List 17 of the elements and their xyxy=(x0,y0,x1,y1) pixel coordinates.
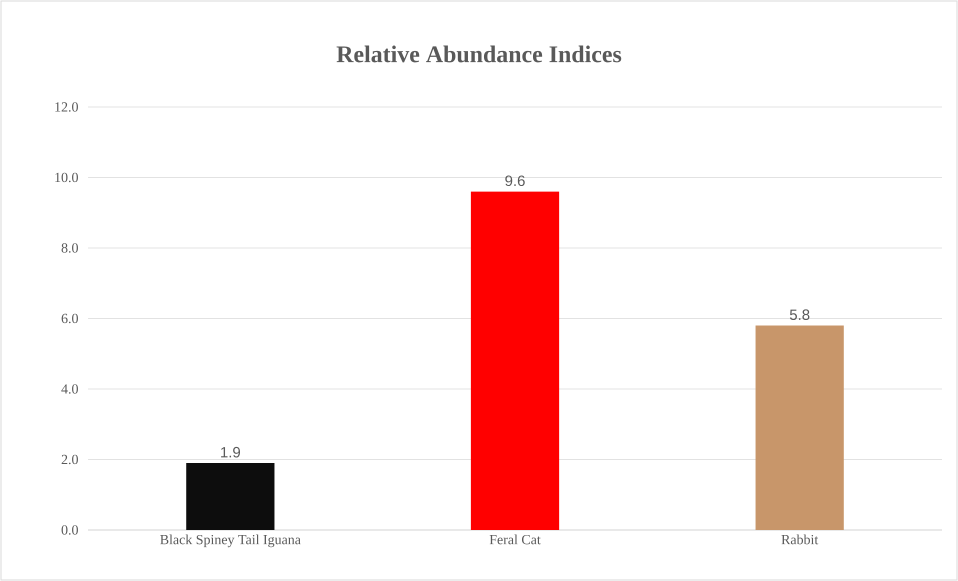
chart-title: Relative Abundance Indices xyxy=(336,46,622,62)
data-label: 1.9 xyxy=(221,446,240,458)
x-tick-label: Black Spiney Tail Iguana xyxy=(160,534,301,548)
y-tick-label: 0.0 xyxy=(62,525,78,535)
data-label: 5.8 xyxy=(790,309,810,320)
y-tick-label: 12.0 xyxy=(55,102,78,112)
y-tick-label: 6.0 xyxy=(62,314,78,324)
y-tick-label: 2.0 xyxy=(62,454,78,464)
x-tick-label: Feral Cat xyxy=(490,534,541,544)
y-tick-label: 8.0 xyxy=(62,243,78,253)
x-tick-label: Rabbit xyxy=(781,534,818,544)
bar xyxy=(186,463,274,530)
y-tick-label: 4.0 xyxy=(61,384,78,394)
bar xyxy=(470,192,560,530)
data-label: 9.6 xyxy=(505,175,525,186)
y-tick-label: 10.0 xyxy=(55,172,78,182)
bar xyxy=(756,326,844,530)
